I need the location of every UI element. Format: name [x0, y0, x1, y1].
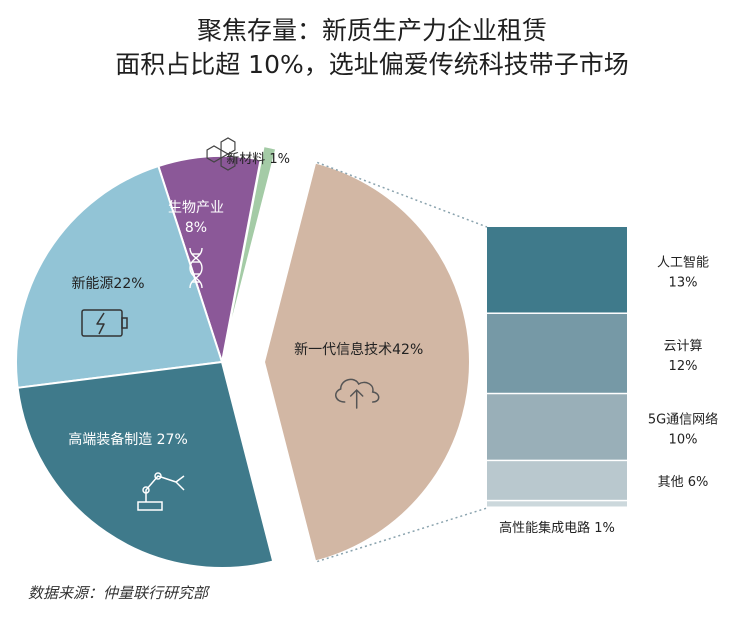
chart-title: 聚焦存量：新质生产力企业租赁 面积占比超 10%，选址偏爱传统科技带子市场 — [0, 14, 744, 82]
bar-segment-3 — [487, 394, 627, 460]
connector-lines — [316, 161, 488, 563]
pie-label-new-materials: 新材料 1% — [226, 151, 290, 167]
pie-slice-2 — [224, 144, 278, 349]
pie-label-bio-value: 8% — [185, 220, 207, 236]
pie-label-info-tech: 新一代信息技术42% — [294, 341, 423, 358]
title-line-2: 面积占比超 10%，选址偏爱传统科技带子市场 — [115, 50, 629, 79]
bar-label-3-name: 5G通信网络 — [648, 412, 718, 428]
bar-segment-4 — [487, 461, 627, 500]
bar-label-4: 其他 6% — [658, 475, 709, 490]
pie-slice-3 — [157, 155, 262, 363]
stacked-bar — [487, 227, 627, 507]
bar-segment-2 — [487, 313, 627, 393]
pie-slice-4 — [15, 164, 224, 389]
source-note: 数据来源：仲量联行研究部 — [28, 584, 209, 602]
bar-labels: 人工智能 13% 云计算 12% 5G通信网络 10% 其他 6% 高性能集成电路 1% — [499, 255, 718, 536]
connector-top — [316, 161, 488, 228]
bar-label-2-value: 12% — [669, 359, 698, 374]
pie-slice-5 — [16, 360, 275, 569]
pie-label-new-energy: 新能源22% — [71, 276, 144, 292]
pie — [15, 144, 471, 569]
battery-icon — [81, 309, 128, 337]
bar-segment-5 — [487, 501, 627, 507]
molecule-icon — [206, 137, 236, 171]
title-line-1: 聚焦存量：新质生产力企业租赁 — [196, 16, 547, 45]
pie-label-manufacturing: 高端装备制造 27% — [68, 431, 188, 448]
bar-label-1-value: 13% — [669, 275, 698, 290]
bar-segment-1 — [487, 227, 627, 313]
bar-label-3-value: 10% — [669, 433, 698, 448]
pie-labels: 新一代信息技术42% 新材料 1% 生物产业 8% 新能源22% 高端装备制造 27% — [68, 137, 423, 511]
bar-label-1-name: 人工智能 — [657, 255, 709, 270]
pie-label-bio-name: 生物产业 — [168, 200, 224, 216]
bar-label-2-name: 云计算 — [663, 339, 702, 354]
cloud-upload-icon — [335, 378, 380, 409]
robot-arm-icon — [137, 472, 185, 511]
bar-label-5: 高性能集成电路 1% — [499, 520, 615, 536]
dna-icon — [189, 247, 203, 289]
pie-slice-1 — [262, 161, 471, 563]
